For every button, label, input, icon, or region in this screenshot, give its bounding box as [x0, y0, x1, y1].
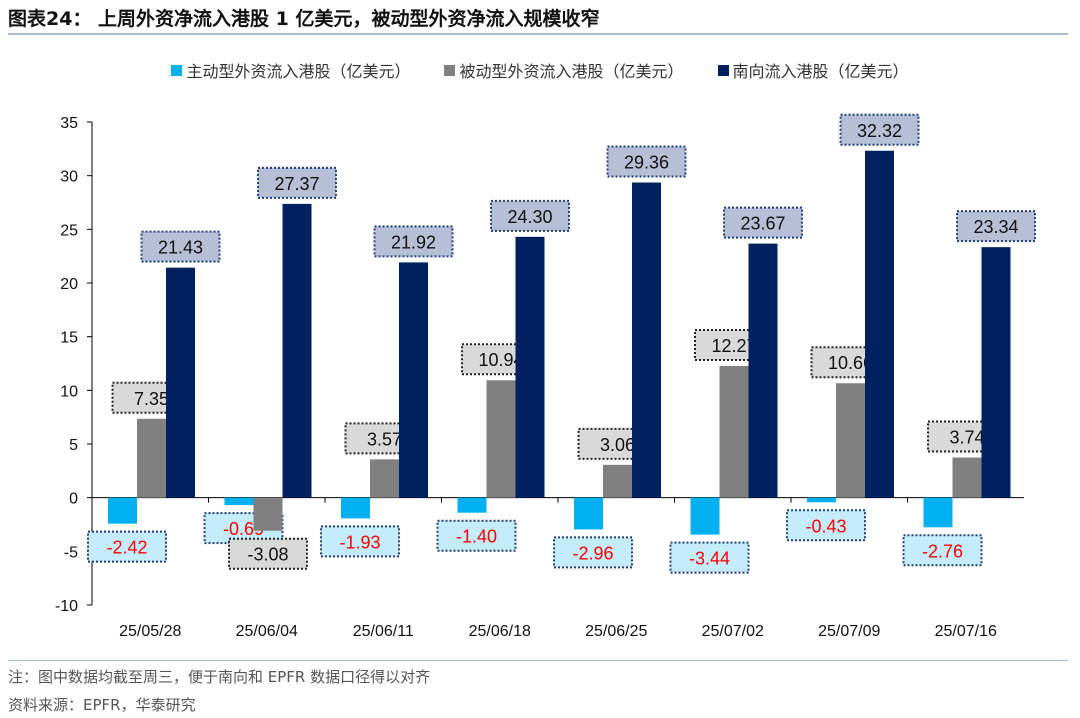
bar	[632, 182, 661, 498]
bar	[399, 262, 428, 498]
data-label-box	[436, 519, 517, 552]
legend-item-southbound: 南向流入港股（亿美元）	[717, 58, 909, 82]
data-label: 32.32	[857, 121, 902, 141]
legend-swatch	[171, 64, 183, 76]
data-label-box	[956, 210, 1036, 243]
data-label-box	[669, 541, 750, 574]
title-divider	[8, 33, 1068, 35]
bar	[282, 203, 312, 498]
data-label-box	[490, 199, 570, 232]
data-label-box	[257, 166, 337, 199]
x-tick-label: 25/05/28	[119, 623, 181, 640]
data-label: -0.43	[805, 516, 846, 536]
bar	[515, 236, 545, 498]
y-tick-label: 5	[69, 437, 78, 454]
bar	[748, 243, 778, 498]
figure-title: 图表24： 上周外资净流入港股 1 亿美元，被动型外资净流入规模收窄	[8, 8, 600, 30]
legend-swatch	[444, 64, 456, 76]
bar	[952, 457, 982, 498]
bar	[341, 497, 370, 519]
data-label-box	[839, 113, 920, 146]
data-label: 23.34	[973, 217, 1018, 237]
data-label: 23.67	[740, 214, 785, 234]
data-label: -1.40	[456, 527, 497, 547]
data-label: 3.06	[600, 435, 635, 455]
data-label: 24.30	[507, 207, 552, 227]
data-label: -2.42	[106, 538, 147, 558]
bar	[137, 418, 166, 498]
x-tick-label: 25/06/25	[585, 623, 647, 640]
data-label-box	[320, 525, 400, 558]
bar	[108, 497, 137, 524]
legend-swatch	[717, 64, 729, 76]
data-label: -3.08	[247, 545, 288, 565]
data-label: -2.96	[572, 543, 613, 563]
data-label: 10.66	[828, 353, 873, 373]
data-label-box	[553, 536, 633, 569]
data-label: 27.37	[274, 174, 319, 194]
x-tick-label: 25/06/18	[469, 623, 531, 640]
x-tick-label: 25/07/09	[818, 623, 880, 640]
bar	[865, 150, 894, 498]
legend: 主动型外资流入港股（亿美元） 被动型外资流入港股（亿美元） 南向流入港股（亿美元…	[0, 58, 1080, 82]
bar	[981, 247, 1011, 498]
bar	[719, 365, 749, 498]
bar	[166, 267, 195, 498]
data-label-box	[228, 537, 308, 570]
data-label: 29.36	[624, 153, 669, 173]
bar	[457, 497, 487, 513]
data-label: 12.27	[711, 336, 756, 356]
data-label: 3.57	[367, 429, 402, 449]
data-label-box	[902, 534, 983, 567]
bar	[370, 459, 399, 498]
y-tick-label: 20	[60, 276, 78, 293]
y-tick-label: 35	[60, 115, 78, 132]
y-tick-label: -10	[55, 598, 78, 615]
bar	[574, 497, 603, 530]
y-tick-label: 15	[60, 330, 78, 347]
bar	[807, 497, 836, 503]
y-tick-label: 10	[60, 383, 78, 400]
data-label-box	[87, 530, 167, 563]
legend-label: 主动型外资流入港股（亿美元）	[186, 62, 411, 81]
data-label: -2.76	[922, 541, 963, 561]
data-label: 7.35	[134, 389, 169, 409]
footer-divider	[8, 660, 1068, 661]
bar	[923, 497, 953, 528]
source-note: 资料来源：EPFR，华泰研究	[8, 696, 196, 714]
y-tick-label: 0	[69, 491, 78, 508]
data-label-box	[373, 225, 454, 258]
data-label: 10.94	[478, 350, 523, 370]
legend-label: 被动型外资流入港股（亿美元）	[459, 62, 684, 81]
legend-item-passive: 被动型外资流入港股（亿美元）	[444, 58, 684, 82]
legend-label: 南向流入港股（亿美元）	[732, 62, 909, 81]
bar	[836, 383, 865, 498]
y-tick-label: -5	[64, 544, 78, 561]
bar	[486, 380, 516, 498]
y-tick-label: 30	[60, 169, 78, 186]
data-label-box	[140, 230, 221, 263]
x-tick-label: 25/06/04	[236, 623, 298, 640]
data-label: 21.43	[158, 238, 203, 258]
x-tick-label: 25/07/02	[702, 623, 764, 640]
data-label: 21.92	[391, 232, 436, 252]
x-tick-label: 25/07/16	[935, 623, 997, 640]
legend-item-active: 主动型外资流入港股（亿美元）	[171, 58, 410, 82]
data-label: -3.44	[689, 549, 730, 569]
bar	[690, 497, 720, 535]
bar	[253, 497, 283, 531]
data-label-box	[723, 206, 803, 239]
x-tick-label: 25/06/11	[353, 623, 414, 640]
data-label: -1.93	[339, 532, 380, 552]
data-label-box	[606, 145, 687, 178]
footnote: 注：图中数据均截至周三，便于南向和 EPFR 数据口径得以对齐	[8, 668, 431, 686]
data-label: 3.74	[949, 428, 984, 448]
data-label-box	[786, 509, 866, 542]
bar	[603, 464, 632, 498]
bar	[224, 497, 254, 506]
y-tick-label: 25	[60, 222, 78, 239]
